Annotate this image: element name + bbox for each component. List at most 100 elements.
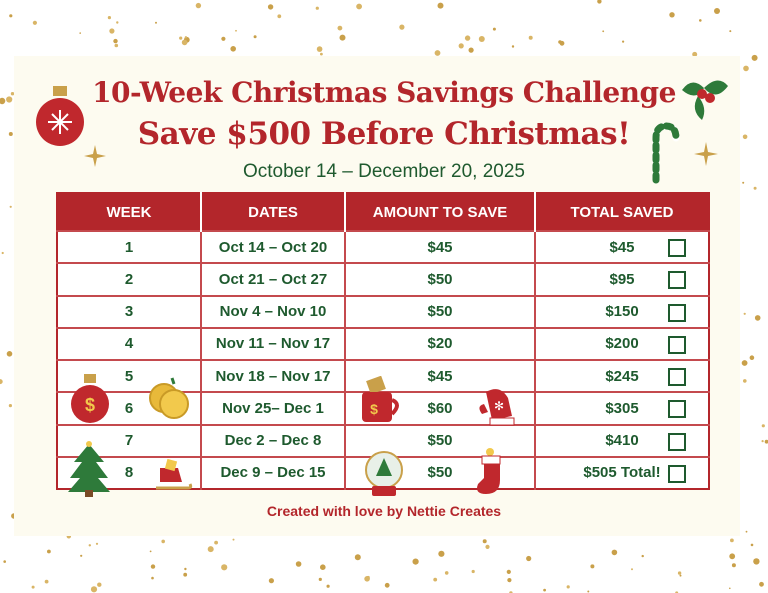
column-header-week: WEEK xyxy=(57,193,201,231)
confetti-dot xyxy=(10,92,15,96)
confetti-dot xyxy=(437,2,444,9)
confetti-dot xyxy=(761,440,764,443)
confetti-dot xyxy=(97,582,102,587)
confetti-dot xyxy=(9,14,13,18)
date-range: October 14 – December 20, 2025 xyxy=(242,161,525,182)
amount-cell: $50 xyxy=(344,423,535,457)
table-row: 1 Oct 14 – Oct 20 $45 $45 xyxy=(57,229,709,264)
confetti-dot xyxy=(729,587,731,590)
confetti-dot xyxy=(485,544,490,550)
star-icon xyxy=(84,145,106,167)
confetti-dot xyxy=(230,46,236,52)
confetti-dot xyxy=(155,21,157,24)
confetti-dot xyxy=(6,351,13,357)
total-cell: $505 Total! xyxy=(534,455,709,489)
confetti-dot xyxy=(364,576,370,582)
confetti-dot xyxy=(31,585,35,589)
confetti-dot xyxy=(641,554,644,558)
confetti-dot xyxy=(8,404,12,408)
total-cell: $245 xyxy=(534,358,709,393)
confetti-dot xyxy=(458,43,464,49)
confetti-dot xyxy=(742,181,745,184)
snow-globe-icon xyxy=(365,451,403,496)
confetti-dot xyxy=(764,439,768,444)
money-bag-icon: $ xyxy=(71,374,109,423)
confetti-dot xyxy=(745,530,748,533)
svg-text:$: $ xyxy=(85,395,95,415)
confetti-dot xyxy=(44,579,49,584)
confetti-dot xyxy=(90,586,98,593)
candy-cane-icon xyxy=(652,122,680,184)
confetti-dot xyxy=(0,97,6,105)
checkbox-icon[interactable] xyxy=(668,400,686,419)
confetti-dot xyxy=(235,29,237,32)
amount-cell: $45 xyxy=(344,229,535,264)
total-cell: $150 xyxy=(534,294,709,328)
amount-cell: $50 xyxy=(344,294,535,328)
confetti-dot xyxy=(743,65,749,72)
confetti-dot xyxy=(316,46,323,52)
week-cell: 2 xyxy=(57,262,201,296)
confetti-dot xyxy=(507,578,512,583)
amount-cell: $50 xyxy=(344,262,535,296)
confetti-dot xyxy=(184,567,187,571)
confetti-dot xyxy=(679,574,682,577)
table-row: 7 Dec 2 – Dec 8 $50 $410 xyxy=(57,423,709,457)
dates-cell: Nov 11 – Nov 17 xyxy=(200,326,345,360)
confetti-dot xyxy=(590,564,595,569)
total-value: $410 xyxy=(605,432,639,450)
checkbox-icon[interactable] xyxy=(668,239,686,258)
dates-cell: Dec 2 – Dec 8 xyxy=(200,423,345,457)
confetti-dot xyxy=(114,43,119,48)
confetti-dot xyxy=(95,542,99,545)
confetti-dot xyxy=(526,555,532,562)
confetti-dot xyxy=(731,563,736,568)
confetti-dot xyxy=(399,24,405,30)
stocking-icon xyxy=(477,448,501,494)
table-row: 2 Oct 21 – Oct 27 $50 $95 xyxy=(57,262,709,296)
checkbox-icon[interactable] xyxy=(668,368,686,387)
holly-icon xyxy=(682,80,728,120)
confetti-dot xyxy=(587,590,590,593)
confetti-dot xyxy=(482,539,487,544)
ornament-icon xyxy=(36,86,84,146)
confetti-dot xyxy=(741,360,748,366)
coins-icon xyxy=(149,377,189,419)
confetti-dot xyxy=(107,16,111,20)
confetti-dot xyxy=(528,35,533,40)
confetti-dot xyxy=(471,569,475,574)
checkbox-icon[interactable] xyxy=(668,432,686,451)
page-title: 10-Week Christmas Savings Challenge xyxy=(92,76,676,109)
confetti-dot xyxy=(315,6,319,10)
confetti-dot xyxy=(326,584,330,588)
checkbox-icon[interactable] xyxy=(668,271,686,290)
column-header-total: TOTAL SAVED xyxy=(534,193,709,231)
confetti-dot xyxy=(295,561,302,567)
confetti-dot xyxy=(79,32,81,34)
confetti-dot xyxy=(221,36,226,41)
confetti-dot xyxy=(753,558,760,565)
confetti-dot xyxy=(339,34,346,41)
confetti-dot xyxy=(277,14,282,19)
total-cell: $410 xyxy=(534,423,709,457)
total-cell: $45 xyxy=(534,229,709,264)
confetti-dot xyxy=(6,96,13,103)
confetti-dot xyxy=(506,569,511,575)
confetti-dot xyxy=(195,2,202,9)
confetti-dot xyxy=(677,571,682,575)
confetti-dot xyxy=(184,36,188,39)
confetti-dot xyxy=(464,35,471,41)
checkbox-icon[interactable] xyxy=(668,335,686,354)
confetti-dot xyxy=(32,20,38,25)
total-value: $95 xyxy=(609,270,635,288)
savings-table: WEEK DATES AMOUNT TO SAVE TOTAL SAVED 1 … xyxy=(56,192,710,490)
confetti-dot xyxy=(232,538,235,541)
confetti-dot xyxy=(468,47,474,53)
total-value: $245 xyxy=(605,367,639,385)
confetti-dot xyxy=(356,3,362,10)
checkbox-icon[interactable] xyxy=(668,303,686,322)
checkbox-icon[interactable] xyxy=(668,464,686,483)
confetti-dot xyxy=(743,312,746,315)
column-header-dates: DATES xyxy=(200,193,345,231)
week-cell: 4 xyxy=(57,326,201,360)
